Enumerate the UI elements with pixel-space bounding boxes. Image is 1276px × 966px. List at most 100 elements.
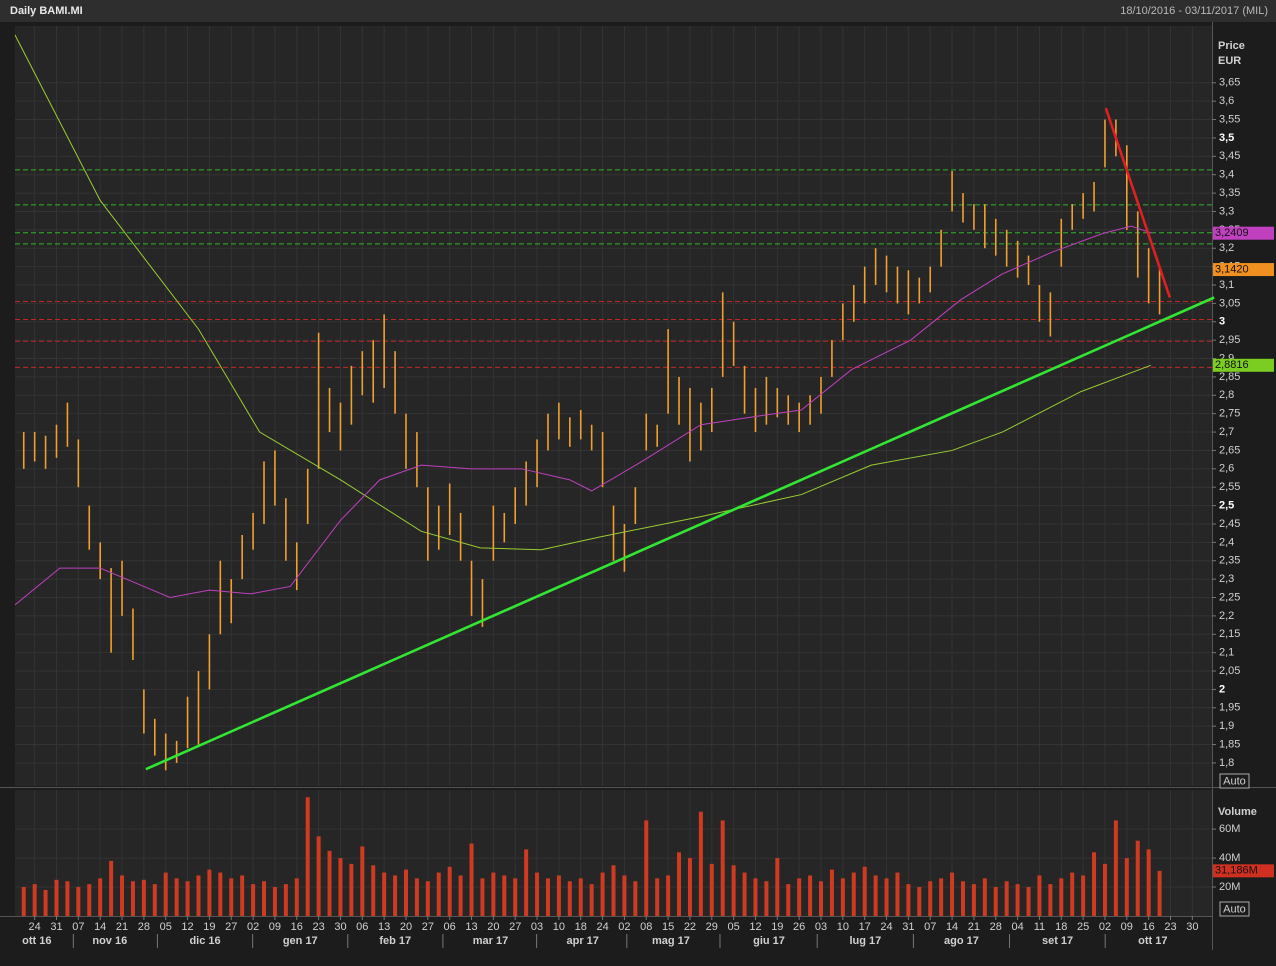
value-marker-label: 3,2409 (1215, 227, 1249, 239)
y-tick-label: 2,4 (1219, 536, 1234, 548)
month-label: nov 16 (92, 935, 127, 947)
month-label: ott 17 (1138, 935, 1167, 947)
volume-bar (677, 852, 682, 916)
x-tick-label: 08 (640, 921, 652, 933)
auto-button[interactable]: Auto (1219, 773, 1250, 789)
volume-bar (349, 863, 354, 916)
volume-axis-label: Volume (1218, 806, 1257, 818)
volume-bar (283, 884, 288, 916)
month-label: set 17 (1042, 935, 1073, 947)
x-tick-label: 07 (72, 921, 84, 933)
y-axis-label: Price (1218, 40, 1245, 52)
volume-bar (262, 881, 267, 916)
x-tick-label: 23 (312, 921, 324, 933)
auto-button-label[interactable]: Auto (1223, 903, 1246, 915)
x-tick-label: 25 (1077, 921, 1089, 933)
auto-button-label[interactable]: Auto (1223, 775, 1246, 787)
x-tick-label: 06 (356, 921, 368, 933)
header-bar (0, 0, 1276, 22)
auto-button-frame[interactable] (1219, 773, 1250, 789)
auto-button-frame[interactable] (1219, 901, 1250, 917)
y-tick-label: 3 (1219, 316, 1225, 328)
x-tick-label: 02 (247, 921, 259, 933)
volume-bar (698, 811, 703, 916)
volume-bar (1015, 884, 1020, 916)
volume-bar (1004, 881, 1009, 916)
volume-bar (950, 872, 955, 916)
volume-bar (436, 872, 441, 916)
date-range: 18/10/2016 - 03/11/2017 (MIL) (1120, 5, 1268, 17)
x-tick-label: 19 (203, 921, 215, 933)
x-tick-label: 20 (487, 921, 499, 933)
volume-bar (1048, 884, 1053, 916)
x-tick-label: 12 (749, 921, 761, 933)
x-tick-label: 06 (444, 921, 456, 933)
y-tick-label: 40M (1219, 852, 1240, 864)
x-tick-label: 02 (1099, 921, 1111, 933)
volume-bar (633, 881, 638, 916)
x-tick-label: 18 (575, 921, 587, 933)
volume-bar (207, 869, 212, 916)
volume-bar (600, 872, 605, 916)
x-tick-label: 13 (378, 921, 390, 933)
x-tick-label: 15 (662, 921, 674, 933)
volume-bar (425, 881, 430, 916)
volume-bar (578, 878, 583, 916)
volume-bar (1157, 870, 1162, 916)
month-label: feb 17 (379, 935, 411, 947)
x-tick-label: 05 (160, 921, 172, 933)
x-tick-label: 22 (684, 921, 696, 933)
volume-bar (458, 875, 463, 916)
y-tick-label: 1,95 (1219, 702, 1240, 714)
volume-bar (928, 881, 933, 916)
volume-bar (622, 875, 627, 916)
x-tick-label: 29 (706, 921, 718, 933)
x-tick-label: 24 (880, 921, 892, 933)
y-tick-label: 3,35 (1219, 187, 1240, 199)
y-tick-label: 2,8 (1219, 389, 1234, 401)
x-tick-label: 21 (116, 921, 128, 933)
volume-bar (338, 858, 343, 916)
value-marker-label: 31,186M (1215, 865, 1258, 877)
y-tick-label: 2,7 (1219, 426, 1234, 438)
volume-bar (98, 878, 103, 916)
volume-bar (185, 881, 190, 916)
month-label: apr 17 (566, 935, 598, 947)
x-tick-label: 30 (334, 921, 346, 933)
x-tick-label: 16 (1143, 921, 1155, 933)
volume-bar (1037, 875, 1042, 916)
y-tick-label: 2,5 (1219, 499, 1234, 511)
x-tick-label: 09 (269, 921, 281, 933)
volume-bar (840, 878, 845, 916)
volume-bar (808, 875, 813, 916)
volume-bar (229, 878, 234, 916)
y-tick-label: 2,6 (1219, 463, 1234, 475)
auto-button[interactable]: Auto (1219, 901, 1250, 917)
volume-bar (294, 878, 299, 916)
x-tick-label: 18 (1055, 921, 1067, 933)
volume-bar (960, 881, 965, 916)
volume-bar (21, 887, 26, 916)
y-tick-label: 3,6 (1219, 95, 1234, 107)
x-tick-label: 27 (422, 921, 434, 933)
y-tick-label: 3,55 (1219, 113, 1240, 125)
volume-bar (196, 875, 201, 916)
volume-bar (829, 869, 834, 916)
volume-bar (54, 879, 59, 916)
month-label: ott 16 (22, 935, 51, 947)
volume-bar (65, 881, 70, 916)
x-tick-label: 23 (1164, 921, 1176, 933)
volume-bar (141, 879, 146, 916)
volume-bar (917, 887, 922, 916)
y-tick-label: 3,65 (1219, 77, 1240, 89)
y-tick-label: 3,1 (1219, 279, 1234, 291)
y-tick-label: 2,95 (1219, 334, 1240, 346)
y-tick-label: 1,8 (1219, 757, 1234, 769)
volume-bar (862, 866, 867, 916)
y-tick-label: 1,9 (1219, 720, 1234, 732)
volume-bar (535, 872, 540, 916)
volume-bar (906, 884, 911, 916)
volume-bar (731, 865, 736, 916)
month-label: mar 17 (473, 935, 508, 947)
